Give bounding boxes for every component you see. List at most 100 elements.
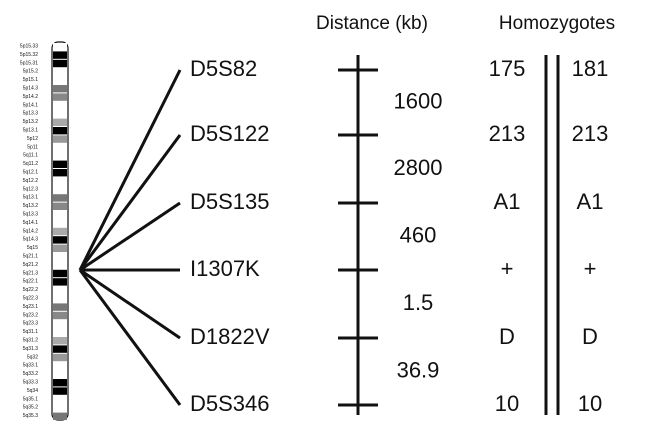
chromosome-band bbox=[53, 177, 67, 184]
band-label: 5q33.2 bbox=[23, 371, 39, 377]
chromosome-band bbox=[53, 51, 67, 58]
band-label: 5q35.3 bbox=[23, 413, 39, 419]
chromosome-band bbox=[53, 371, 67, 378]
band-label: 5q12.1 bbox=[23, 170, 39, 176]
band-label: 5p14.3 bbox=[23, 86, 39, 92]
distance-label: 1.5 bbox=[403, 290, 434, 315]
distance-label: 1600 bbox=[394, 88, 443, 113]
chromosome-band bbox=[53, 404, 67, 411]
chromosome-band bbox=[53, 77, 67, 84]
marker-label: D1822V bbox=[190, 324, 270, 349]
chromosome-band bbox=[53, 119, 67, 126]
band-label: 5q22.1 bbox=[23, 279, 39, 285]
chromosome-band bbox=[53, 203, 67, 210]
band-label: 5q21.1 bbox=[23, 254, 39, 260]
marker-label: D5S135 bbox=[190, 189, 270, 214]
page: Distance (kb) Homozygotes 5p15.335p15.32… bbox=[0, 0, 645, 423]
chromosome-band bbox=[53, 228, 67, 235]
chromosome-band bbox=[53, 85, 67, 92]
homozygote-right: 10 bbox=[578, 391, 602, 416]
band-label: 5q22.3 bbox=[23, 296, 39, 302]
chromosome-band bbox=[53, 68, 67, 75]
band-label: 5q23.1 bbox=[23, 304, 39, 310]
distance-label: 460 bbox=[400, 222, 437, 247]
homozygote-right: D bbox=[582, 324, 598, 349]
band-label: 5p12 bbox=[27, 136, 38, 142]
chromosome-band bbox=[53, 110, 67, 117]
band-label: 5p15.1 bbox=[23, 77, 39, 83]
chromosome-band bbox=[53, 245, 67, 252]
marker-label: D5S122 bbox=[190, 121, 270, 146]
band-label: 5p13.3 bbox=[23, 111, 39, 117]
band-label: 5p13.2 bbox=[23, 119, 39, 125]
chromosome-band bbox=[53, 102, 67, 109]
marker-label: D5S82 bbox=[190, 56, 257, 81]
chromosome-band bbox=[53, 278, 67, 285]
band-label: 5q11.1 bbox=[23, 153, 38, 159]
chromosome-band bbox=[53, 186, 67, 193]
band-label: 5q33.3 bbox=[23, 380, 39, 386]
chromosome-band bbox=[53, 93, 67, 100]
band-label: 5q22.2 bbox=[23, 287, 39, 293]
chromosome-band bbox=[53, 295, 67, 302]
marker-label: D5S346 bbox=[190, 391, 270, 416]
band-label: 5q13.2 bbox=[23, 203, 39, 209]
homozygote-left: 213 bbox=[489, 121, 526, 146]
chromosome-band bbox=[53, 329, 67, 336]
chromosome-band bbox=[53, 211, 67, 218]
chromosome-band bbox=[53, 287, 67, 294]
chromosome-band bbox=[53, 144, 67, 151]
chromosome-band bbox=[53, 43, 67, 50]
band-label: 5q11.2 bbox=[23, 161, 38, 167]
homozygote-right: 213 bbox=[572, 121, 609, 146]
chromosome-band bbox=[53, 60, 67, 67]
homozygote-left: 175 bbox=[489, 56, 526, 81]
homozygote-right: A1 bbox=[577, 189, 604, 214]
chromosome-band bbox=[53, 354, 67, 361]
chromosome-band bbox=[53, 270, 67, 277]
chromosome-band bbox=[53, 345, 67, 352]
marker-label: I1307K bbox=[190, 256, 260, 281]
chromosome-band bbox=[53, 219, 67, 226]
chromosome-band bbox=[53, 303, 67, 310]
band-label: 5q33.1 bbox=[23, 363, 39, 369]
chromosome-band bbox=[53, 161, 67, 168]
band-label: 5q31.3 bbox=[23, 346, 39, 352]
band-label: 5q21.2 bbox=[23, 262, 39, 268]
homozygote-right: + bbox=[584, 256, 597, 281]
band-label: 5q35.1 bbox=[23, 396, 39, 402]
band-label: 5p15.31 bbox=[20, 60, 38, 66]
homozygote-left: D bbox=[499, 324, 515, 349]
distance-header: Distance (kb) bbox=[316, 13, 428, 34]
chromosome-band bbox=[53, 320, 67, 327]
band-label: 5q14.2 bbox=[23, 228, 39, 234]
band-label: 5q13.1 bbox=[23, 195, 39, 201]
band-label: 5q14.1 bbox=[23, 220, 39, 226]
chromosome-band bbox=[53, 413, 67, 420]
distance-label: 36.9 bbox=[397, 357, 440, 382]
band-label: 5q31.2 bbox=[23, 338, 39, 344]
chromosome-band bbox=[53, 152, 67, 159]
band-label: 5p14.1 bbox=[23, 102, 39, 108]
homozygote-left: 10 bbox=[495, 391, 519, 416]
band-label: 5p13.1 bbox=[23, 128, 39, 134]
background bbox=[0, 0, 645, 423]
band-label: 5p15.33 bbox=[20, 44, 38, 50]
chromosome-band bbox=[53, 253, 67, 260]
chromosome-band bbox=[53, 169, 67, 176]
band-label: 5q34 bbox=[27, 388, 38, 394]
band-label: 5p15.2 bbox=[23, 69, 39, 75]
band-label: 5q15 bbox=[27, 245, 38, 251]
chromosome-band bbox=[53, 362, 67, 369]
band-label: 5q12.2 bbox=[23, 178, 39, 184]
chromosome-band bbox=[53, 379, 67, 386]
band-label: 5q23.2 bbox=[23, 312, 39, 318]
band-label: 5q31.1 bbox=[23, 329, 39, 335]
band-label: 5p15.32 bbox=[20, 52, 38, 58]
band-label: 5q14.3 bbox=[23, 237, 39, 243]
chromosome-band bbox=[53, 396, 67, 403]
band-label: 5q23.3 bbox=[23, 321, 39, 327]
homozygote-left: + bbox=[501, 256, 514, 281]
band-label: 5q35.2 bbox=[23, 405, 39, 411]
diagram: Distance (kb) Homozygotes 5p15.335p15.32… bbox=[0, 0, 645, 423]
